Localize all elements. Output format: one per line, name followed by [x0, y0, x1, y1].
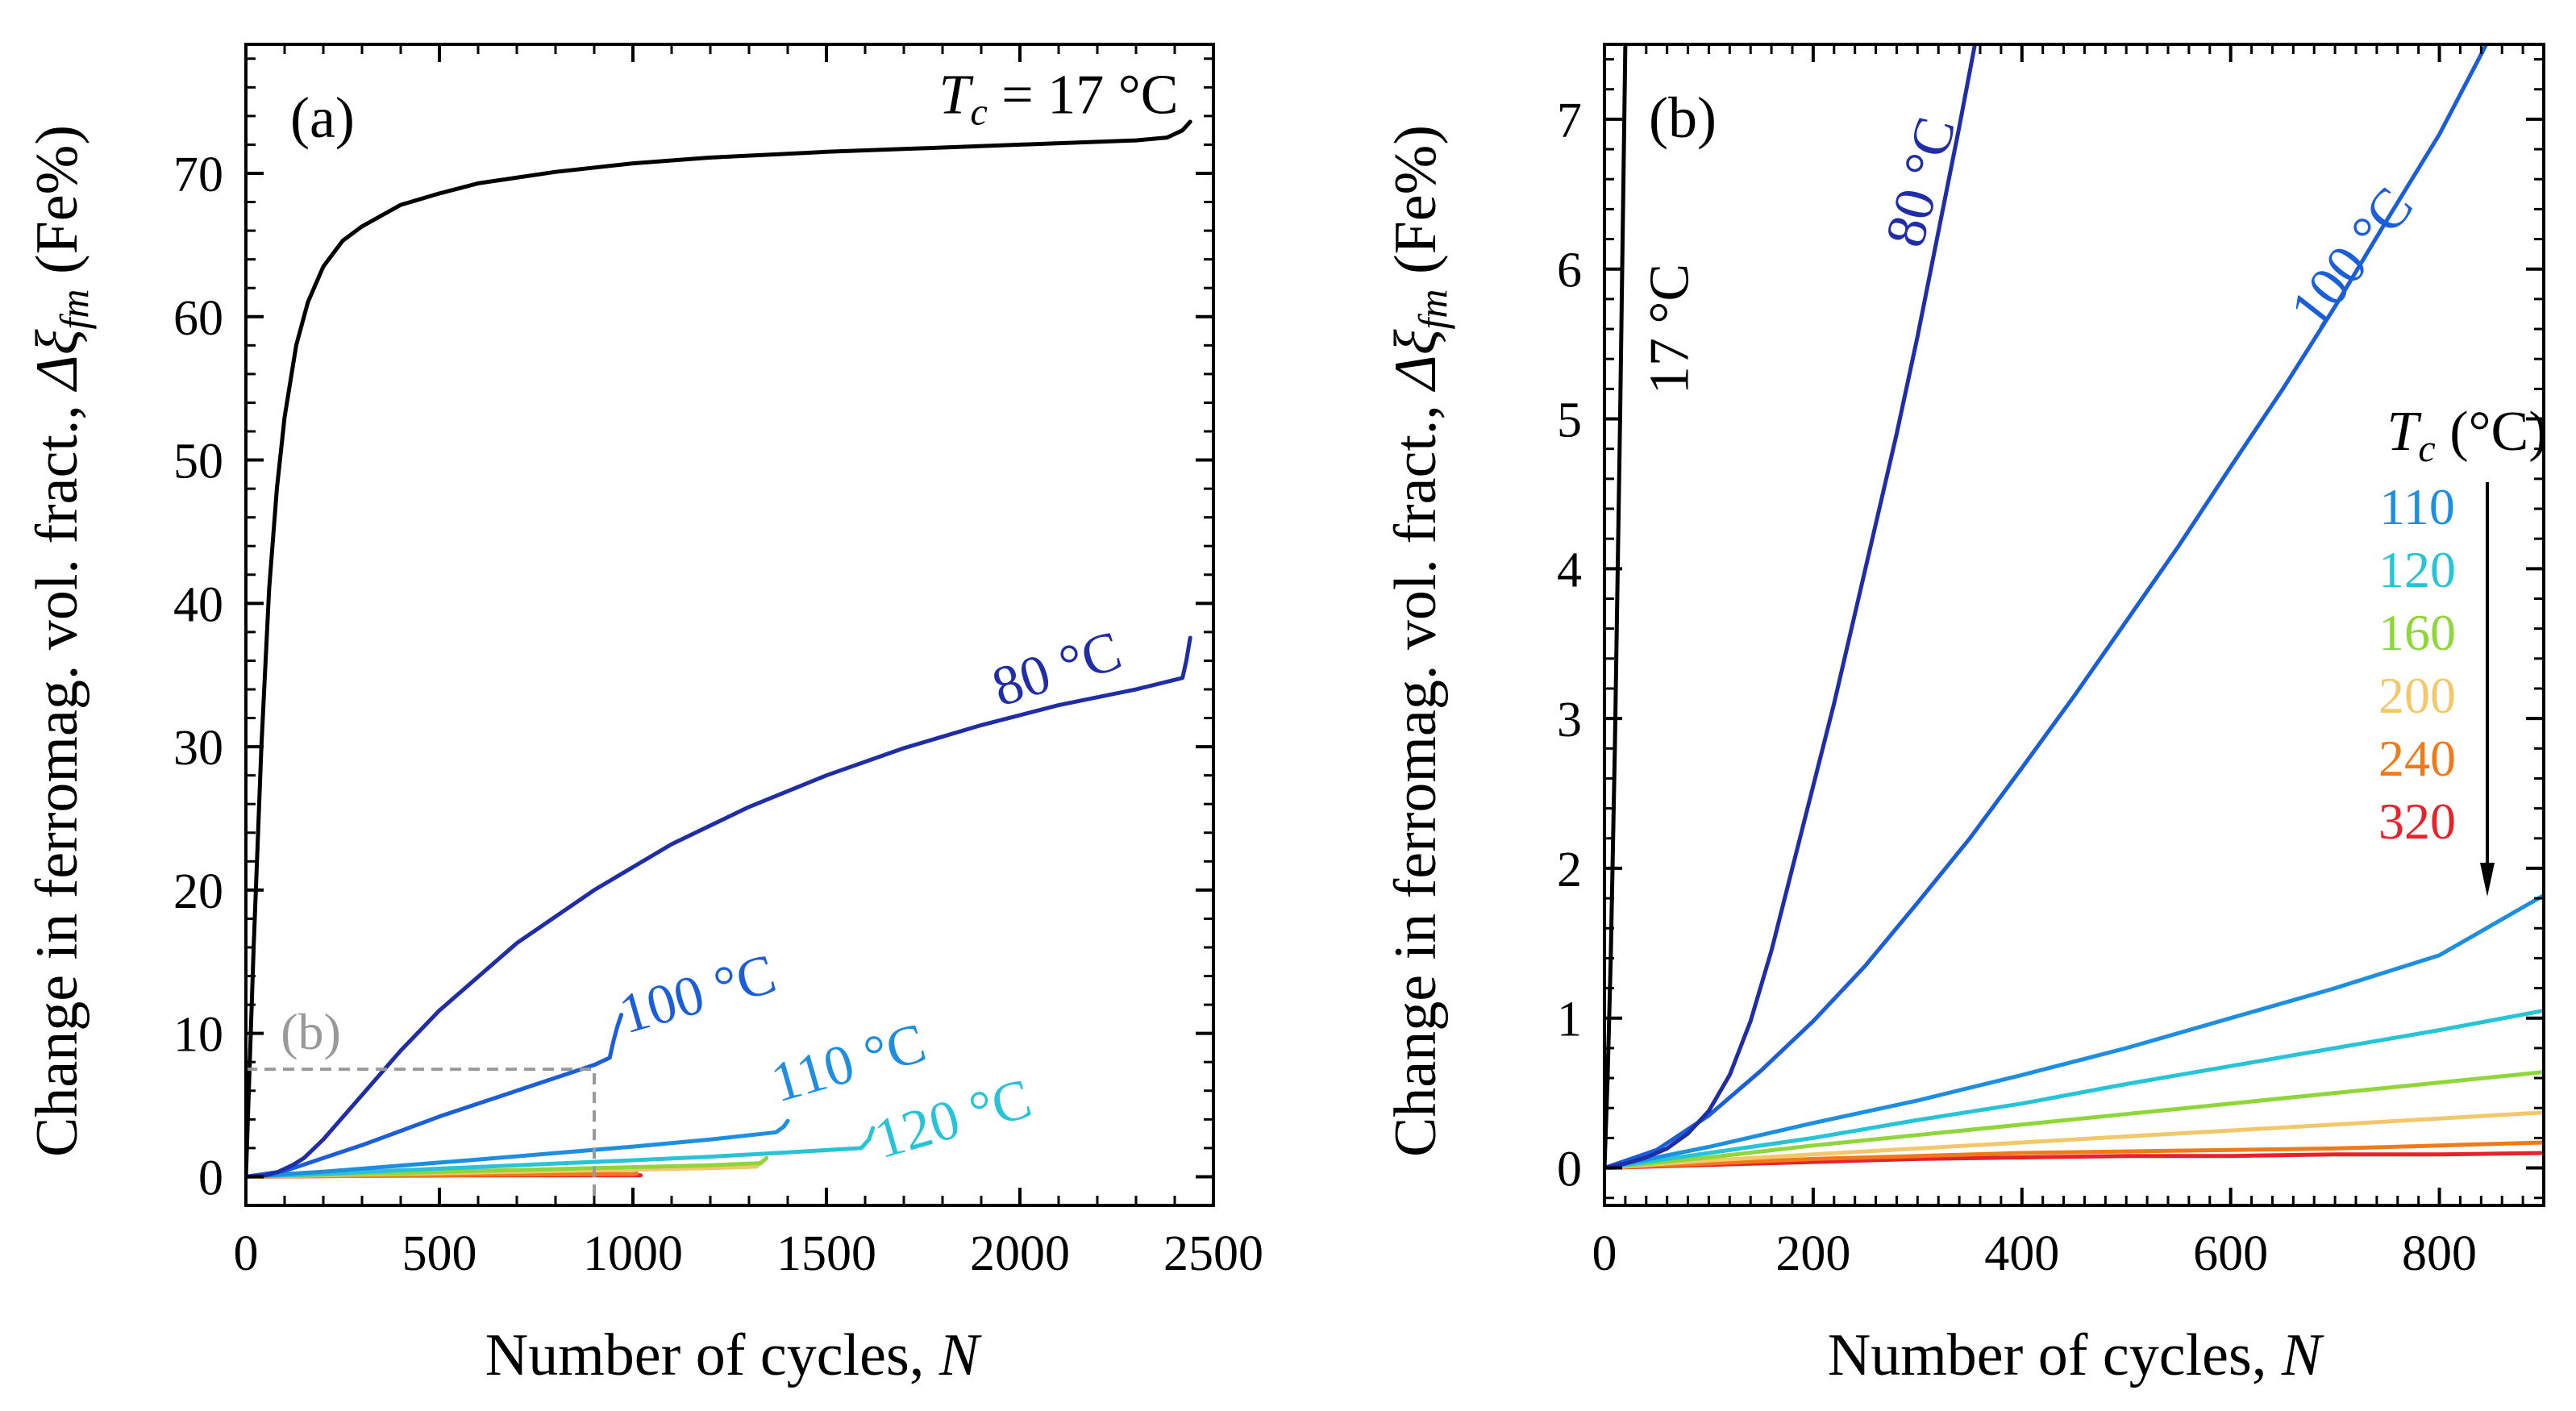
- series-line-b-110-c: [1604, 893, 2544, 1170]
- panel-a-axes: 0 500 1000 1500 2000 2500 0 10 20 30 40 50 60 70: [173, 43, 1263, 1281]
- series-line-b-17-c: [1604, 44, 1628, 1170]
- y-tick-label-a-40: 40: [173, 577, 223, 632]
- zoom-region-guide: [246, 1068, 596, 1205]
- annotation-a-t120: 120 °C: [868, 1068, 1038, 1171]
- panel-a-label: (a): [290, 85, 355, 150]
- panel-a-x-axis-label: Number of cycles, N: [485, 1322, 982, 1388]
- panel-b-axes: 0 200 400 600 800 0 1 2 3 4 5 6 7: [1557, 43, 2545, 1281]
- series-line-b-100-c: [1604, 44, 2489, 1170]
- legend-item-120: 120: [2378, 541, 2456, 598]
- y-tick-label-b-4: 4: [1557, 543, 1582, 597]
- annotation-b-b17: 17 °C: [1639, 264, 1701, 394]
- annotation-b-b80: 80 °C: [1874, 110, 1967, 253]
- x-tick-label-b-600: 600: [2193, 1226, 2268, 1281]
- panel-b-label: (b): [1649, 85, 1717, 150]
- x-tick-label-b-400: 400: [1984, 1226, 2059, 1281]
- y-tick-label-a-70: 70: [173, 148, 223, 202]
- x-tick-label-a-0: 0: [234, 1226, 259, 1281]
- plot-frame-b: [1603, 43, 2545, 1207]
- y-tick-label-b-3: 3: [1557, 693, 1582, 747]
- series-line-b-120-c: [1604, 1009, 2544, 1170]
- legend-item-320: 320: [2378, 793, 2456, 850]
- x-tick-label-a-2000: 2000: [970, 1226, 1070, 1281]
- series-line-b-240-c: [1604, 1140, 2544, 1170]
- y-tick-label-b-7: 7: [1557, 94, 1582, 148]
- panel-b-legend: Tc (°C) 110 120 160 200 240 320: [2378, 401, 2548, 897]
- y-tick-label-a-50: 50: [173, 435, 223, 489]
- y-tick-label-a-30: 30: [173, 721, 223, 776]
- annotation-a-tc17: Tc = 17 °C: [939, 64, 1179, 133]
- y-tick-label-b-6: 6: [1557, 243, 1582, 298]
- series-line-a-tc-17-c: [246, 119, 1192, 1179]
- y-tick-label-a-0: 0: [198, 1151, 223, 1205]
- legend-item-200: 200: [2378, 667, 2456, 724]
- series-line-a-120-c: [246, 1126, 876, 1179]
- panel-b-series: [1604, 44, 2544, 1170]
- x-tick-label-b-800: 800: [2402, 1226, 2477, 1281]
- x-tick-label-b-200: 200: [1775, 1226, 1850, 1281]
- x-tick-label-a-500: 500: [402, 1226, 477, 1281]
- y-tick-label-b-0: 0: [1557, 1143, 1582, 1197]
- panel-a-y-axis-label: Change in ferromag. vol. fract., Δξfm (F…: [24, 125, 97, 1157]
- legend-item-160: 160: [2378, 604, 2456, 661]
- legend-title: Tc (°C): [2387, 401, 2547, 470]
- legend-item-110: 110: [2379, 478, 2455, 535]
- series-line-b-200-c: [1604, 1110, 2544, 1170]
- series-line-a-100-c: [246, 1013, 624, 1179]
- legend-item-240: 240: [2378, 730, 2456, 787]
- plot-frame-a: [244, 43, 1215, 1207]
- panel-b: 17 °C80 °C 100 °C Tc (°C) 110 120 160 200…: [1383, 43, 2548, 1388]
- series-line-b-320-c: [1604, 1151, 2544, 1170]
- y-tick-label-a-10: 10: [173, 1008, 223, 1063]
- x-tick-label-a-1000: 1000: [583, 1226, 683, 1281]
- y-tick-label-b-1: 1: [1557, 993, 1582, 1047]
- y-tick-label-b-2: 2: [1557, 843, 1582, 897]
- y-tick-label-b-5: 5: [1557, 393, 1582, 448]
- panel-b-x-axis-label: Number of cycles, N: [1828, 1322, 2324, 1388]
- panel-b-y-axis-label: Change in ferromag. vol. fract., Δξfm (F…: [1383, 125, 1455, 1157]
- series-line-b-160-c: [1604, 1070, 2544, 1170]
- annotation-b-b100: 100 °C: [2278, 176, 2425, 339]
- panel-a-series: [246, 119, 1192, 1205]
- x-tick-label-b-0: 0: [1592, 1226, 1617, 1281]
- series-line-a-80-c: [246, 635, 1192, 1179]
- series-line-b-80-c: [1604, 44, 1977, 1170]
- x-tick-label-a-2500: 2500: [1163, 1226, 1263, 1281]
- y-tick-label-a-20: 20: [173, 864, 223, 919]
- zoom-region-label: (b): [281, 1003, 341, 1060]
- legend-arrow-head: [2480, 863, 2495, 897]
- y-tick-label-a-60: 60: [173, 291, 223, 346]
- x-tick-label-a-1500: 1500: [776, 1226, 876, 1281]
- annotation-a-t100: 100 °C: [613, 943, 783, 1046]
